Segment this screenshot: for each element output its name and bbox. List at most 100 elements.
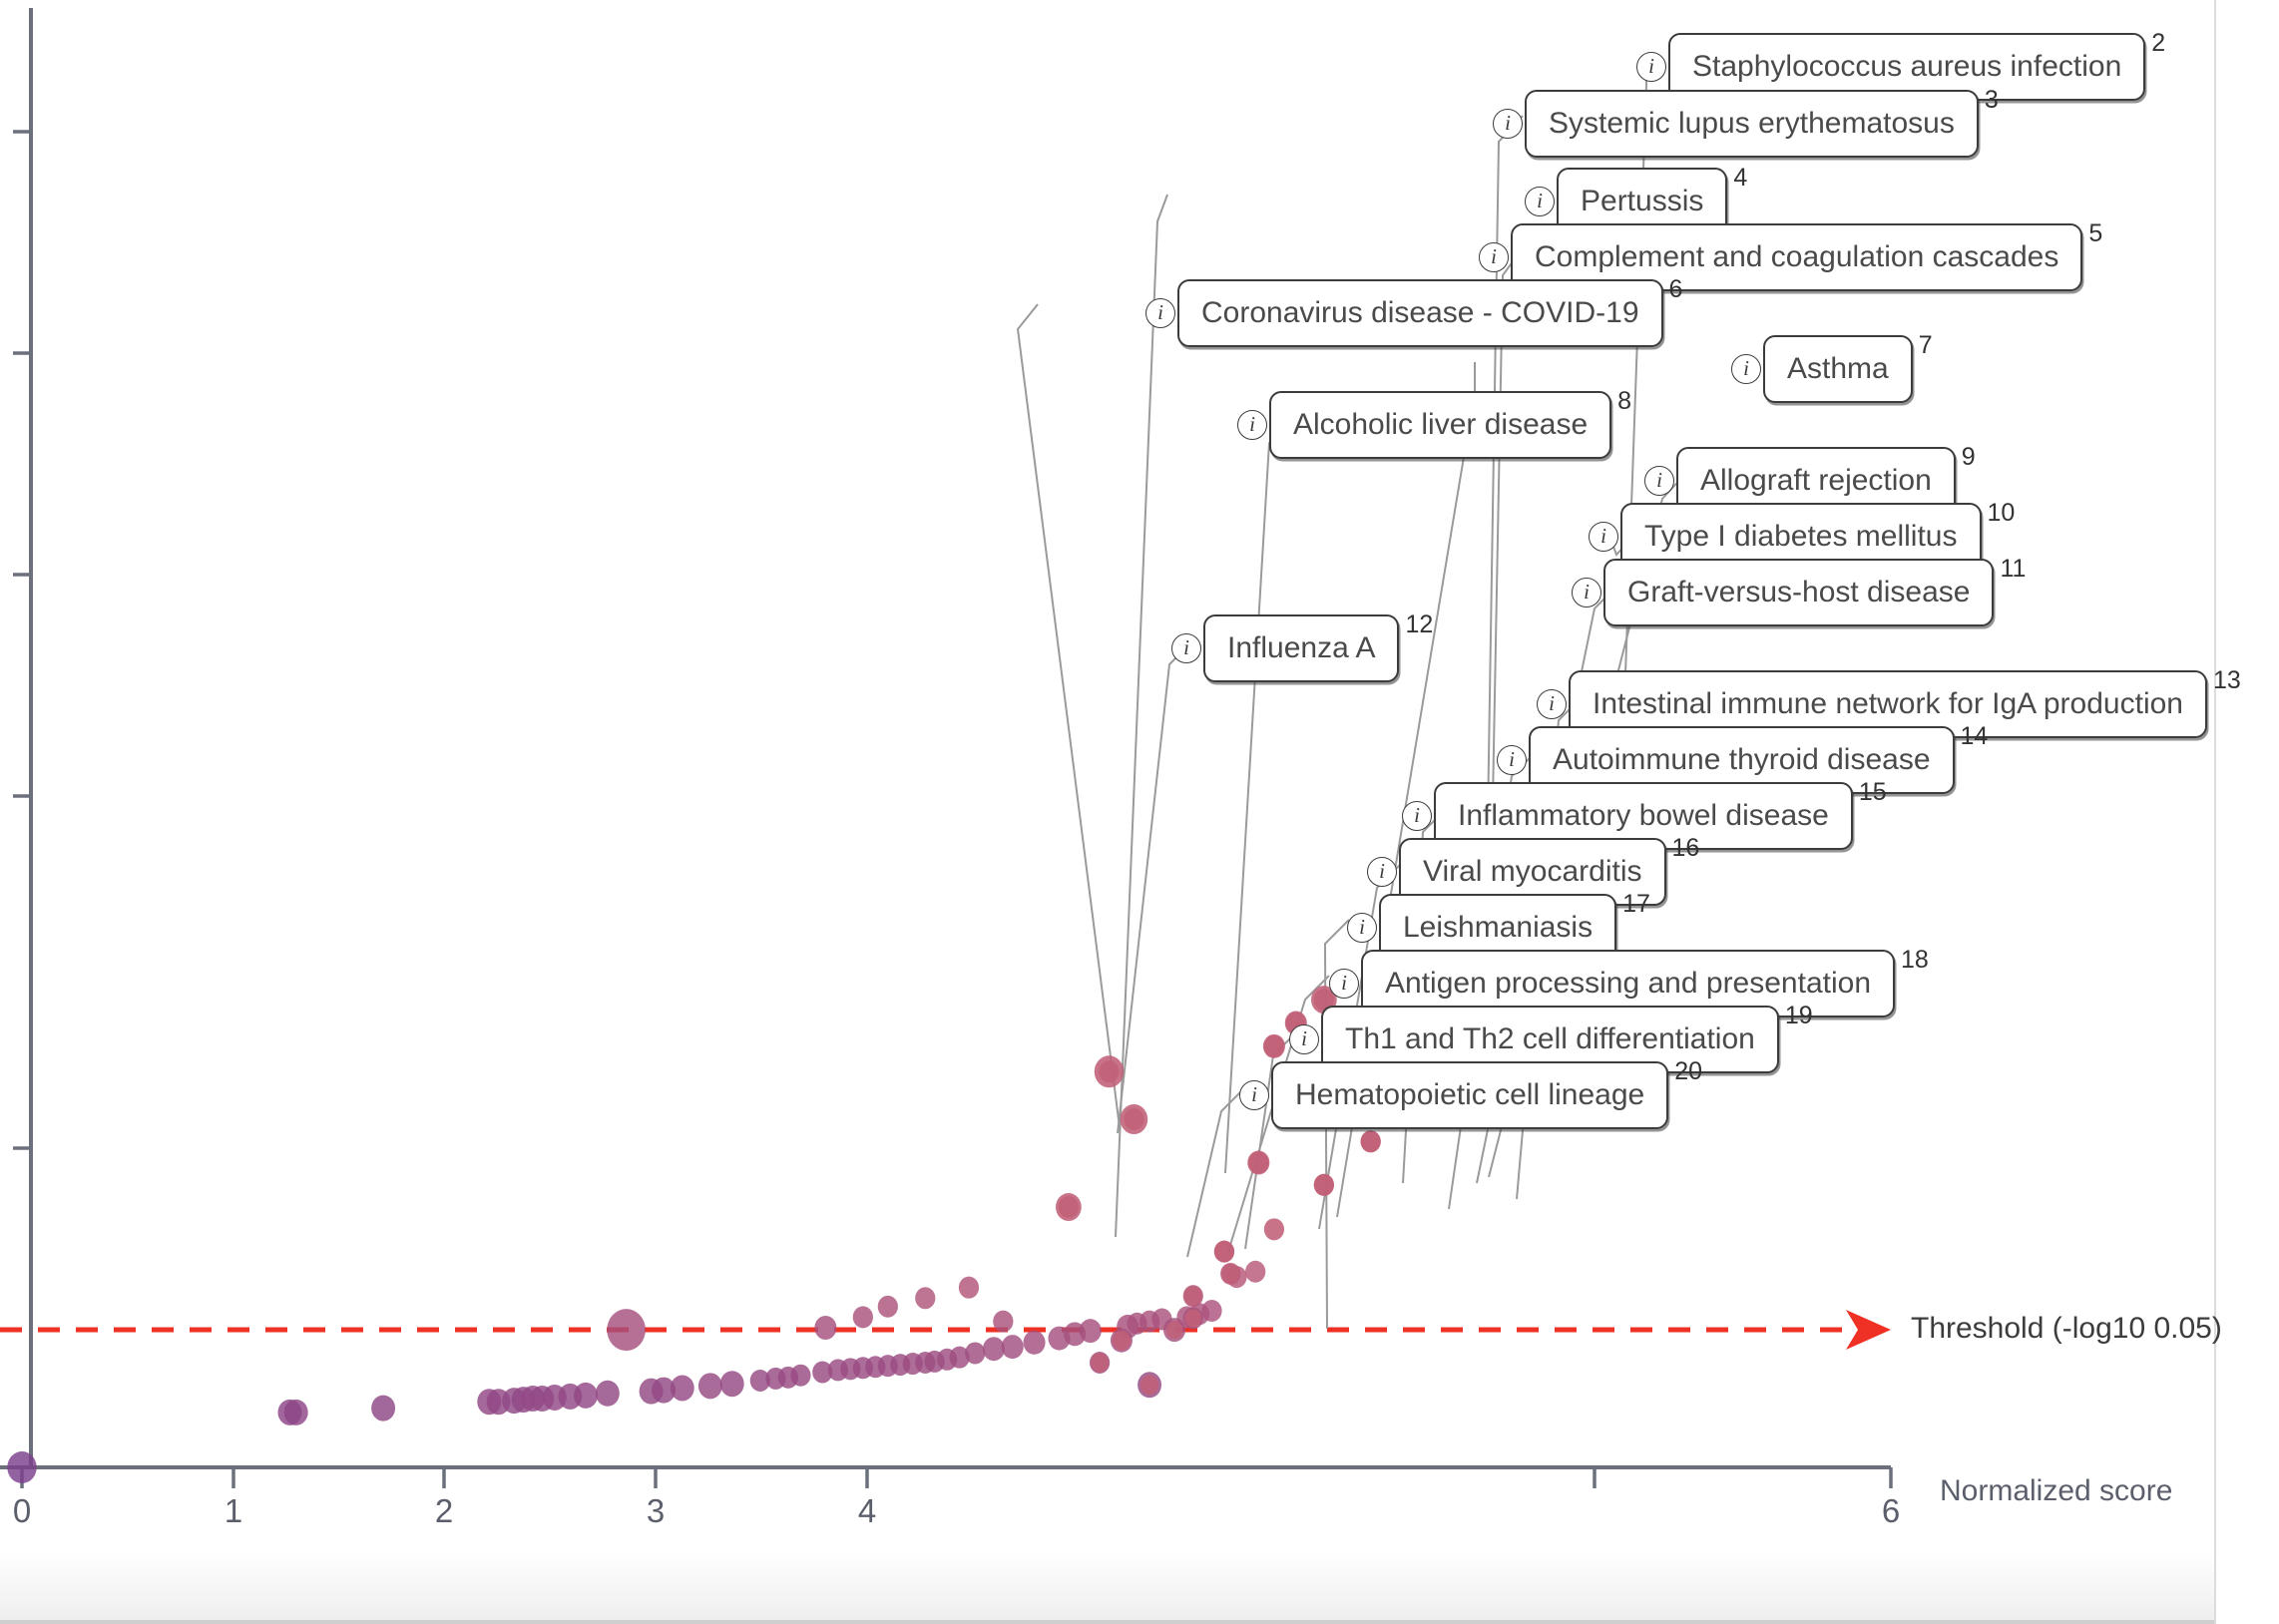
callout-number: 13 [2212, 666, 2241, 694]
x-tick-label-6: 6 [1881, 1492, 1901, 1529]
callout-number: 3 [1984, 86, 1999, 114]
scatter-point [877, 1295, 898, 1318]
x-tick-label-0: 0 [12, 1492, 32, 1529]
callout-number: 2 [2151, 29, 2166, 57]
scatter-point-annotated[interactable] [1090, 1352, 1110, 1373]
callout-label[interactable]: Alcoholic liver disease [1269, 391, 1612, 459]
scatter-point [1245, 1260, 1266, 1283]
scatter-point-annotated[interactable] [1112, 1330, 1132, 1351]
scatter-point-annotated[interactable] [1221, 1263, 1240, 1284]
scatter-point [652, 1377, 677, 1404]
x-axis-ticks [20, 1467, 1893, 1488]
scatter-point [719, 1371, 744, 1398]
callout-number: 11 [2000, 555, 2027, 583]
callout-number: 7 [1918, 331, 1933, 359]
scatter-point-annotated[interactable] [1247, 1150, 1270, 1175]
callout-number: 6 [1668, 275, 1683, 303]
info-icon[interactable]: i [1347, 912, 1377, 943]
scatter-point-annotated[interactable] [1213, 1240, 1235, 1263]
callout-number: 8 [1617, 387, 1632, 415]
callout-8[interactable]: i Alcoholic liver disease 8 [1237, 387, 1631, 459]
scatter-point-annotated[interactable] [1184, 1309, 1202, 1328]
callout-number: 10 [1987, 499, 2016, 527]
callout-number: 9 [1961, 443, 1976, 471]
x-axis-title: Normalized score [1940, 1474, 2173, 1507]
scatter-point [371, 1395, 396, 1421]
scatter-point-annotated[interactable] [1262, 1033, 1285, 1058]
scatter-point [993, 1310, 1014, 1333]
info-icon[interactable]: i [1289, 1023, 1319, 1054]
info-icon[interactable]: i [1493, 108, 1523, 139]
data-points [7, 965, 1422, 1483]
info-icon[interactable]: i [1497, 744, 1527, 775]
scatter-point-annotated[interactable] [1263, 1218, 1285, 1241]
callout-20[interactable]: i Hematopoietic cell lineage 20 [1239, 1057, 1702, 1129]
scatter-point-annotated[interactable] [1165, 1321, 1183, 1340]
callout-number: 15 [1858, 778, 1887, 806]
scatter-point-annotated[interactable] [1360, 1130, 1381, 1153]
callout-6[interactable]: i Coronavirus disease - COVID-19 6 [1145, 275, 1682, 347]
scatter-point [790, 1364, 811, 1387]
callout-number: 4 [1733, 164, 1748, 192]
scatter-point [574, 1382, 598, 1409]
callout-label[interactable]: Coronavirus disease - COVID-19 [1177, 279, 1663, 347]
scatter-point [7, 1451, 37, 1483]
scatter-point [1023, 1330, 1046, 1355]
info-icon[interactable]: i [1572, 577, 1601, 608]
panel-right-border [2214, 0, 2216, 1624]
info-icon[interactable]: i [1367, 856, 1397, 887]
axis-lines [0, 8, 1891, 1469]
scatter-point [915, 1287, 936, 1310]
threshold-label: Threshold (-log10 0.05) [1911, 1312, 2222, 1345]
info-icon[interactable]: i [1589, 521, 1618, 552]
panel-bottom-rule [0, 1620, 2214, 1624]
scatter-point [982, 1337, 1006, 1362]
scatter-point-annotated[interactable] [1313, 1173, 1334, 1196]
callout-12[interactable]: i Influenza A 12 [1171, 610, 1433, 682]
scatter-point-annotated[interactable] [1056, 1193, 1082, 1222]
info-icon[interactable]: i [1636, 51, 1666, 82]
info-icon[interactable]: i [1525, 186, 1555, 216]
info-icon[interactable]: i [1479, 241, 1509, 272]
callout-number: 16 [1671, 834, 1700, 862]
callout-label[interactable]: Hematopoietic cell lineage [1271, 1061, 1669, 1129]
scatter-point [595, 1380, 620, 1407]
scatter-point [607, 1309, 646, 1352]
x-tick-label-3: 3 [646, 1492, 666, 1529]
callout-number: 20 [1674, 1057, 1703, 1085]
callout-label[interactable]: Asthma [1763, 335, 1913, 403]
callout-7[interactable]: i Asthma 7 [1731, 331, 1933, 403]
callout-label[interactable]: Staphylococcus aureus infection [1668, 33, 2146, 101]
scatter-point-annotated[interactable] [1120, 1104, 1148, 1135]
scatter-point [814, 1315, 837, 1340]
scatter-point-annotated[interactable] [1183, 1286, 1202, 1307]
panel-bottom-fade [0, 1552, 2214, 1624]
callout-number: 14 [1960, 722, 1989, 750]
callout-number: 17 [1622, 890, 1650, 918]
info-icon[interactable]: i [1237, 409, 1267, 440]
scatter-point [283, 1399, 308, 1425]
scatter-point-annotated[interactable] [1094, 1055, 1125, 1088]
info-icon[interactable]: i [1537, 688, 1567, 719]
scatter-point [1201, 1300, 1222, 1323]
scatter-point [812, 1361, 833, 1384]
callout-3[interactable]: i Systemic lupus erythematosus 3 [1493, 86, 1999, 158]
info-icon[interactable]: i [1171, 632, 1201, 663]
callout-label[interactable]: Systemic lupus erythematosus [1525, 90, 1979, 158]
info-icon[interactable]: i [1402, 800, 1432, 831]
scatter-point-annotated[interactable] [1140, 1375, 1159, 1396]
info-icon[interactable]: i [1239, 1079, 1269, 1110]
callout-11[interactable]: i Graft-versus-host disease 11 [1572, 555, 2026, 626]
info-icon[interactable]: i [1644, 465, 1674, 496]
callout-2[interactable]: i Staphylococcus aureus infection 2 [1636, 29, 2165, 101]
info-icon[interactable]: i [1145, 297, 1175, 328]
scatter-point [697, 1373, 722, 1400]
callout-10[interactable]: i Type I diabetes mellitus 10 [1589, 499, 2015, 571]
callout-label[interactable]: Influenza A [1203, 614, 1400, 682]
callout-label[interactable]: Graft-versus-host disease [1603, 559, 1995, 626]
scatter-point [965, 1342, 986, 1365]
x-tick-label-2: 2 [434, 1492, 454, 1529]
info-icon[interactable]: i [1329, 968, 1359, 999]
scatter-point [670, 1375, 694, 1402]
info-icon[interactable]: i [1731, 353, 1761, 384]
